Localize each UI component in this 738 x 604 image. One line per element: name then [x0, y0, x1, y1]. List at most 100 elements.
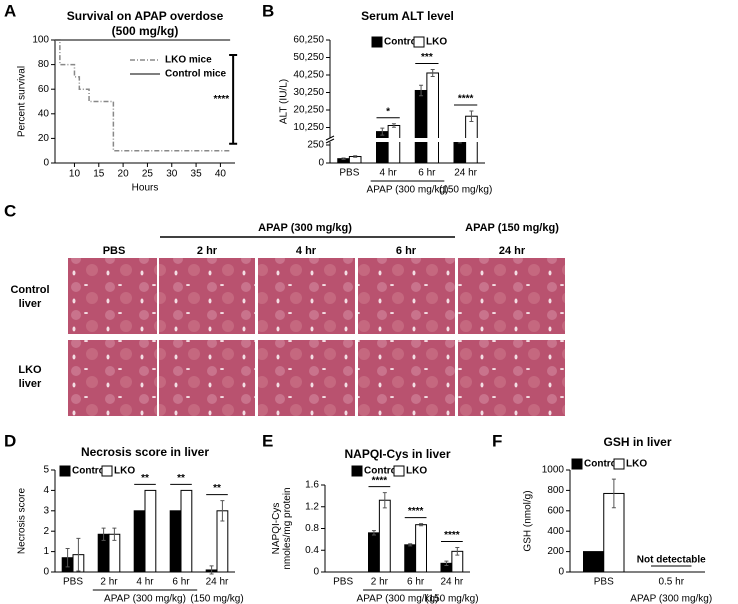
- chart-panel: NAPQI-Cys in liver NAPQI-Cys nmoles/mg pro…: [271, 447, 478, 604]
- panel-letter: B: [262, 1, 274, 20]
- axis-break: [326, 138, 485, 142]
- x-tick-label: 4 hr: [380, 168, 398, 179]
- micrograph: [68, 340, 157, 416]
- group-label: APAP (300 mg/kg): [104, 594, 186, 604]
- group-label: (150 mg/kg): [190, 594, 243, 604]
- y-tick-label: 1.6: [305, 480, 319, 491]
- x-tick-label: PBS: [333, 577, 353, 588]
- legend-label: Control: [364, 466, 400, 477]
- group-label: (150 mg/kg): [439, 185, 492, 196]
- error-bar: [408, 543, 413, 547]
- bar: [583, 551, 605, 573]
- chart-panel: Survival on APAP overdose(500 mg/kg) Perc…: [17, 9, 238, 194]
- y-tick-label: 60: [38, 84, 50, 95]
- significance-label: ***: [421, 52, 433, 63]
- column-label: 6 hr: [396, 245, 417, 257]
- error-bar: [382, 492, 387, 509]
- legend-swatch: [59, 465, 71, 477]
- bar: [180, 489, 193, 573]
- y-tick-label: 600: [547, 505, 564, 516]
- y-tick-label: 80: [38, 59, 50, 70]
- bar: [387, 124, 401, 164]
- error-bar: [419, 84, 424, 97]
- legend-label: Control: [384, 37, 420, 48]
- error-bar: [65, 548, 70, 568]
- histology-panel: APAP (300 mg/kg) APAP (150 mg/kg) PBS 2 …: [10, 222, 565, 416]
- bar: [144, 489, 157, 573]
- x-tick-label: 6 hr: [172, 577, 190, 588]
- micrograph: [159, 258, 255, 334]
- y-tick-label: 250: [307, 140, 324, 151]
- legend-swatch: [413, 36, 425, 48]
- y-tick-label: 5: [43, 465, 49, 476]
- survival-line: [55, 39, 231, 152]
- legend-label: LKO: [406, 466, 427, 477]
- panel-letter: D: [4, 431, 16, 450]
- significance-label: ****: [458, 94, 474, 105]
- y-tick-label: 30,250: [293, 87, 324, 98]
- legend-label: Control: [584, 459, 620, 470]
- x-tick-label: 6 hr: [418, 168, 436, 179]
- micrograph: [258, 258, 355, 334]
- x-tick-label: 24 hr: [440, 577, 463, 588]
- group-label: APAP (300 mg/kg): [367, 185, 449, 196]
- bar: [453, 141, 467, 164]
- y-tick-label: 2: [43, 526, 49, 537]
- micrograph: [258, 340, 355, 416]
- chart-subtitle: (500 mg/kg): [112, 24, 179, 38]
- error-bar: [209, 565, 214, 575]
- legend-swatch: [613, 458, 625, 470]
- column-label: 4 hr: [296, 245, 317, 257]
- y-tick-label: 50,250: [293, 52, 324, 63]
- x-tick-label: PBS: [594, 577, 614, 588]
- bar: [378, 499, 391, 573]
- y-tick-label: 0.4: [305, 545, 319, 556]
- chart-panel: Necrosis score in liver Necrosis score 0 1 2…: [17, 445, 244, 604]
- legend-swatch: [393, 465, 405, 477]
- y-axis-label: GSH (nmol/g): [523, 490, 534, 551]
- x-tick-label: 0.5 hr: [658, 577, 684, 588]
- y-axis-label: Percent survival: [17, 66, 28, 137]
- y-tick-label: 40,250: [293, 70, 324, 81]
- x-tick-label: 24 hr: [454, 168, 477, 179]
- axis-break-mark: [325, 135, 335, 144]
- group-label: APAP (150 mg/kg): [465, 222, 559, 234]
- bar: [376, 131, 389, 164]
- error-bar: [469, 110, 474, 122]
- x-tick-label: 25: [142, 169, 154, 180]
- error-bar: [430, 68, 435, 77]
- x-tick-label: 20: [118, 169, 130, 180]
- x-tick-label: 2 hr: [371, 577, 389, 588]
- legend-label: LKO: [114, 466, 135, 477]
- significance-label: ****: [372, 475, 388, 486]
- legend-swatch: [351, 465, 363, 477]
- y-tick-label: 20,250: [293, 105, 324, 116]
- y-tick-label: 1000: [542, 465, 565, 476]
- x-tick-label: PBS: [63, 577, 83, 588]
- y-tick-label: 10,250: [293, 122, 324, 133]
- x-tick-label: 15: [93, 169, 105, 180]
- micrograph: [358, 258, 455, 334]
- error-bar: [444, 560, 449, 566]
- chart-title: NAPQI-Cys in liver: [344, 447, 450, 461]
- chart-title: Serum ALT level: [361, 9, 454, 23]
- group-label: APAP (300 mg/kg): [258, 222, 352, 234]
- chart-panel: Serum ALT level ALT (IU/L) 0 250 10,250 20,25…: [279, 9, 493, 195]
- panel-letter: C: [4, 201, 16, 220]
- y-tick-label: 0: [313, 567, 319, 578]
- chart-title: Survival on APAP overdose: [67, 9, 224, 23]
- bar: [414, 89, 428, 164]
- bar: [368, 532, 380, 573]
- error-bar: [391, 123, 396, 128]
- micrograph: [358, 340, 455, 416]
- x-tick-label: 40: [215, 169, 227, 180]
- legend-label: LKO mice: [165, 55, 212, 66]
- bar: [404, 544, 417, 573]
- micrograph: [458, 340, 565, 416]
- error-bar: [419, 523, 424, 527]
- row-label: LKO: [18, 364, 42, 376]
- error-bar: [611, 478, 616, 509]
- micrographs: [68, 258, 565, 416]
- x-tick-label: 10: [69, 169, 81, 180]
- bar: [426, 72, 439, 164]
